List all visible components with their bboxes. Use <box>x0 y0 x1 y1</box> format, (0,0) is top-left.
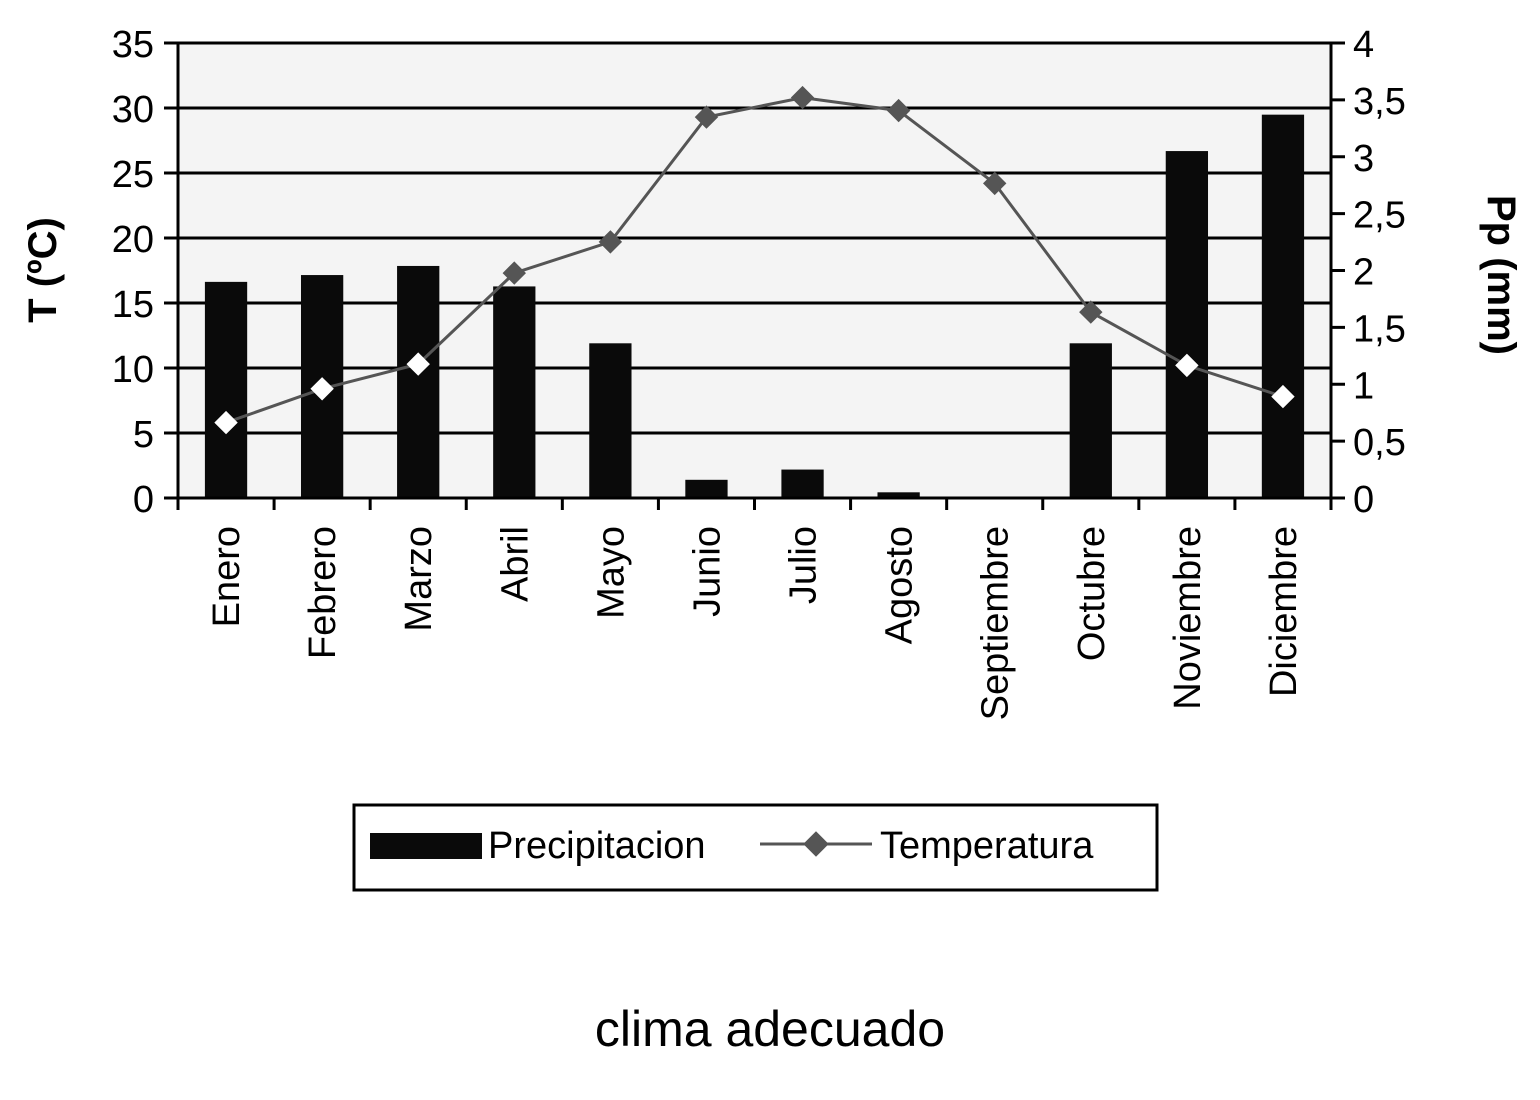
right-tick-label: 3,5 <box>1353 81 1406 123</box>
left-tick-label: 10 <box>112 349 154 391</box>
temperature-point-noviembre <box>1175 353 1199 378</box>
left-axis-title: T (ºC) <box>21 217 65 323</box>
precipitation-bar-octubre <box>1069 343 1112 498</box>
temperature-point-mayo <box>598 230 623 254</box>
category-label-noviembre: Noviembre <box>1167 526 1209 710</box>
plot-area-background <box>178 43 1331 498</box>
legend-box <box>352 803 1159 892</box>
category-label-junio: Junio <box>686 526 728 617</box>
temperature-point-enero <box>214 410 238 435</box>
temperature-point-agosto <box>886 98 911 123</box>
category-label-mayo: Mayo <box>590 526 632 619</box>
category-label-septiembre: Septiembre <box>975 526 1017 720</box>
temperature-point-febrero <box>310 377 334 401</box>
left-tick-label: 35 <box>112 24 154 66</box>
chart-caption: clima adecuado <box>594 1001 946 1057</box>
left-tick-label: 0 <box>133 479 154 521</box>
left-axis-ticks: 0 5 10 15 20 25 30 35 <box>112 24 178 521</box>
legend-temperature-label: Temperatura <box>880 825 1094 867</box>
temperature-line <box>214 85 1295 435</box>
left-tick-label: 20 <box>112 219 154 261</box>
category-label-diciembre: Diciembre <box>1263 526 1305 697</box>
left-tick-label: 5 <box>133 414 154 456</box>
legend-precipitation-label: Precipitacion <box>488 825 706 867</box>
category-label-agosto: Agosto <box>879 526 921 644</box>
precipitation-bar-marzo <box>397 265 440 498</box>
right-axis-title: Pp (mm) <box>1479 195 1523 355</box>
temperature-polyline <box>225 96 1284 425</box>
right-tick-label: 1 <box>1353 365 1374 407</box>
right-axis-ticks: 0 0,5 1 1,5 2 2,5 3 3,5 4 <box>1331 24 1406 521</box>
category-label-octubre: Octubre <box>1071 526 1113 661</box>
precipitation-bar-mayo <box>589 343 632 498</box>
precipitation-bar-julio <box>781 469 824 498</box>
precipitation-bar-noviembre <box>1165 151 1209 498</box>
temperature-point-septiembre <box>983 171 1007 196</box>
right-tick-label: 2,5 <box>1353 195 1406 237</box>
left-tick-label: 30 <box>112 89 154 131</box>
precipitation-bar-enero <box>204 281 248 498</box>
temperature-point-marzo <box>406 352 430 376</box>
temperature-point-junio <box>694 105 719 129</box>
category-label-julio: Julio <box>783 526 825 604</box>
temperature-point-julio <box>790 85 815 110</box>
right-tick-label: 3 <box>1353 138 1374 180</box>
temperature-point-diciembre <box>1271 384 1295 409</box>
left-tick-label: 25 <box>112 154 154 196</box>
legend-temperature-marker <box>803 831 829 857</box>
category-labels: Enero Febrero Marzo Abril Mayo Junio Julio Agos… <box>206 526 1305 720</box>
precipitation-bar-junio <box>685 479 728 498</box>
right-tick-label: 0 <box>1353 479 1374 521</box>
precipitation-bar-agosto <box>877 492 920 498</box>
right-tick-label: 4 <box>1353 24 1374 66</box>
right-tick-label: 0,5 <box>1353 422 1406 464</box>
temperature-point-abril <box>502 261 526 285</box>
legend-precipitation-swatch <box>370 833 482 859</box>
category-label-marzo: Marzo <box>398 526 440 632</box>
category-label-enero: Enero <box>206 526 248 627</box>
right-tick-label: 2 <box>1353 252 1374 294</box>
category-label-febrero: Febrero <box>302 526 344 659</box>
left-tick-label: 15 <box>112 284 154 326</box>
precipitation-bar-abril <box>493 286 536 498</box>
legend: Precipitacion Temperatura <box>352 803 1159 892</box>
precipitation-bar-diciembre <box>1261 114 1305 498</box>
temperature-point-octubre <box>1079 300 1103 324</box>
right-tick-label: 1,5 <box>1353 308 1406 350</box>
category-label-abril: Abril <box>494 526 536 602</box>
